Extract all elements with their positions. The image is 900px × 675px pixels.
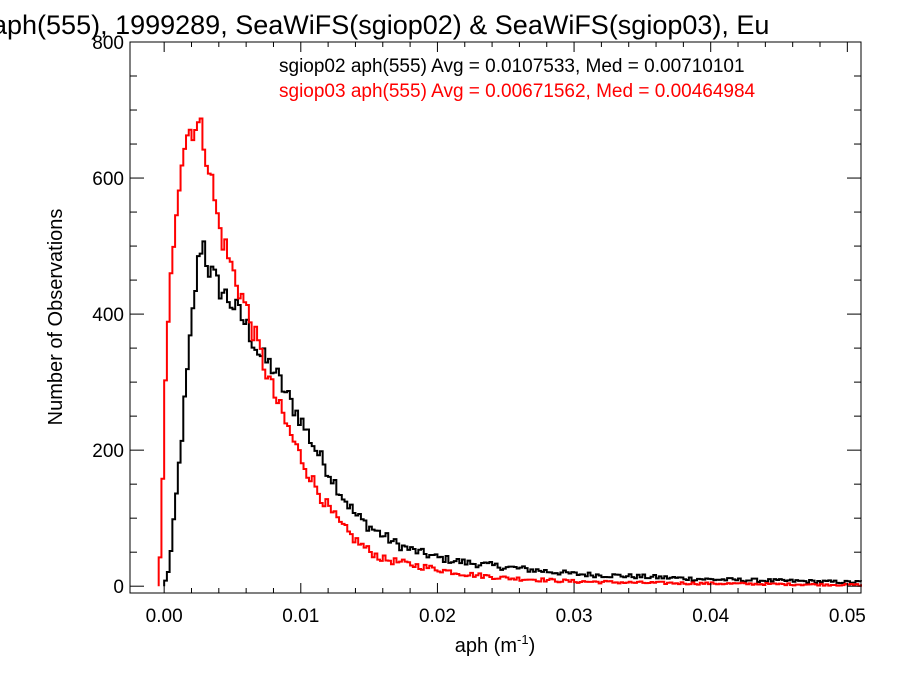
x-axis-label-superscript: -1: [517, 632, 529, 647]
y-tick-label: 0: [113, 577, 124, 598]
x-tick-label: 0.03: [556, 606, 593, 627]
y-tick-label: 200: [92, 441, 124, 462]
chart-title: aph(555), 1999289, SeaWiFS(sgiop02) & Se…: [0, 10, 769, 40]
x-tick-label: 0.02: [419, 606, 456, 627]
x-axis-label: aph (m-1): [455, 632, 535, 657]
series-sgiop02: [163, 240, 862, 587]
y-tick-label: 600: [92, 169, 124, 190]
x-tick-label: 0.00: [146, 606, 183, 627]
series-sgiop03: [157, 117, 862, 587]
y-axis-label: Number of Observations: [45, 209, 67, 426]
x-tick-label: 0.01: [282, 606, 319, 627]
y-tick-label: 400: [92, 305, 124, 326]
x-tick-label: 0.05: [829, 606, 866, 627]
data-layer: [157, 117, 862, 587]
legend-sgiop03: sgiop03 aph(555) Avg = 0.00671562, Med =…: [279, 81, 756, 102]
x-tick-label: 0.04: [692, 606, 729, 627]
axis-ticks: 0.00 0.01 0.02 0.03 0.04 0.05 0 200 400 600 800: [92, 33, 866, 627]
y-tick-label: 800: [92, 33, 124, 54]
plot-frame: [129, 41, 862, 594]
x-axis-label-close: ): [529, 635, 536, 657]
x-axis-label-text: aph (m: [455, 635, 517, 657]
legend-sgiop02: sgiop02 aph(555) Avg = 0.0107533, Med = …: [279, 56, 745, 77]
